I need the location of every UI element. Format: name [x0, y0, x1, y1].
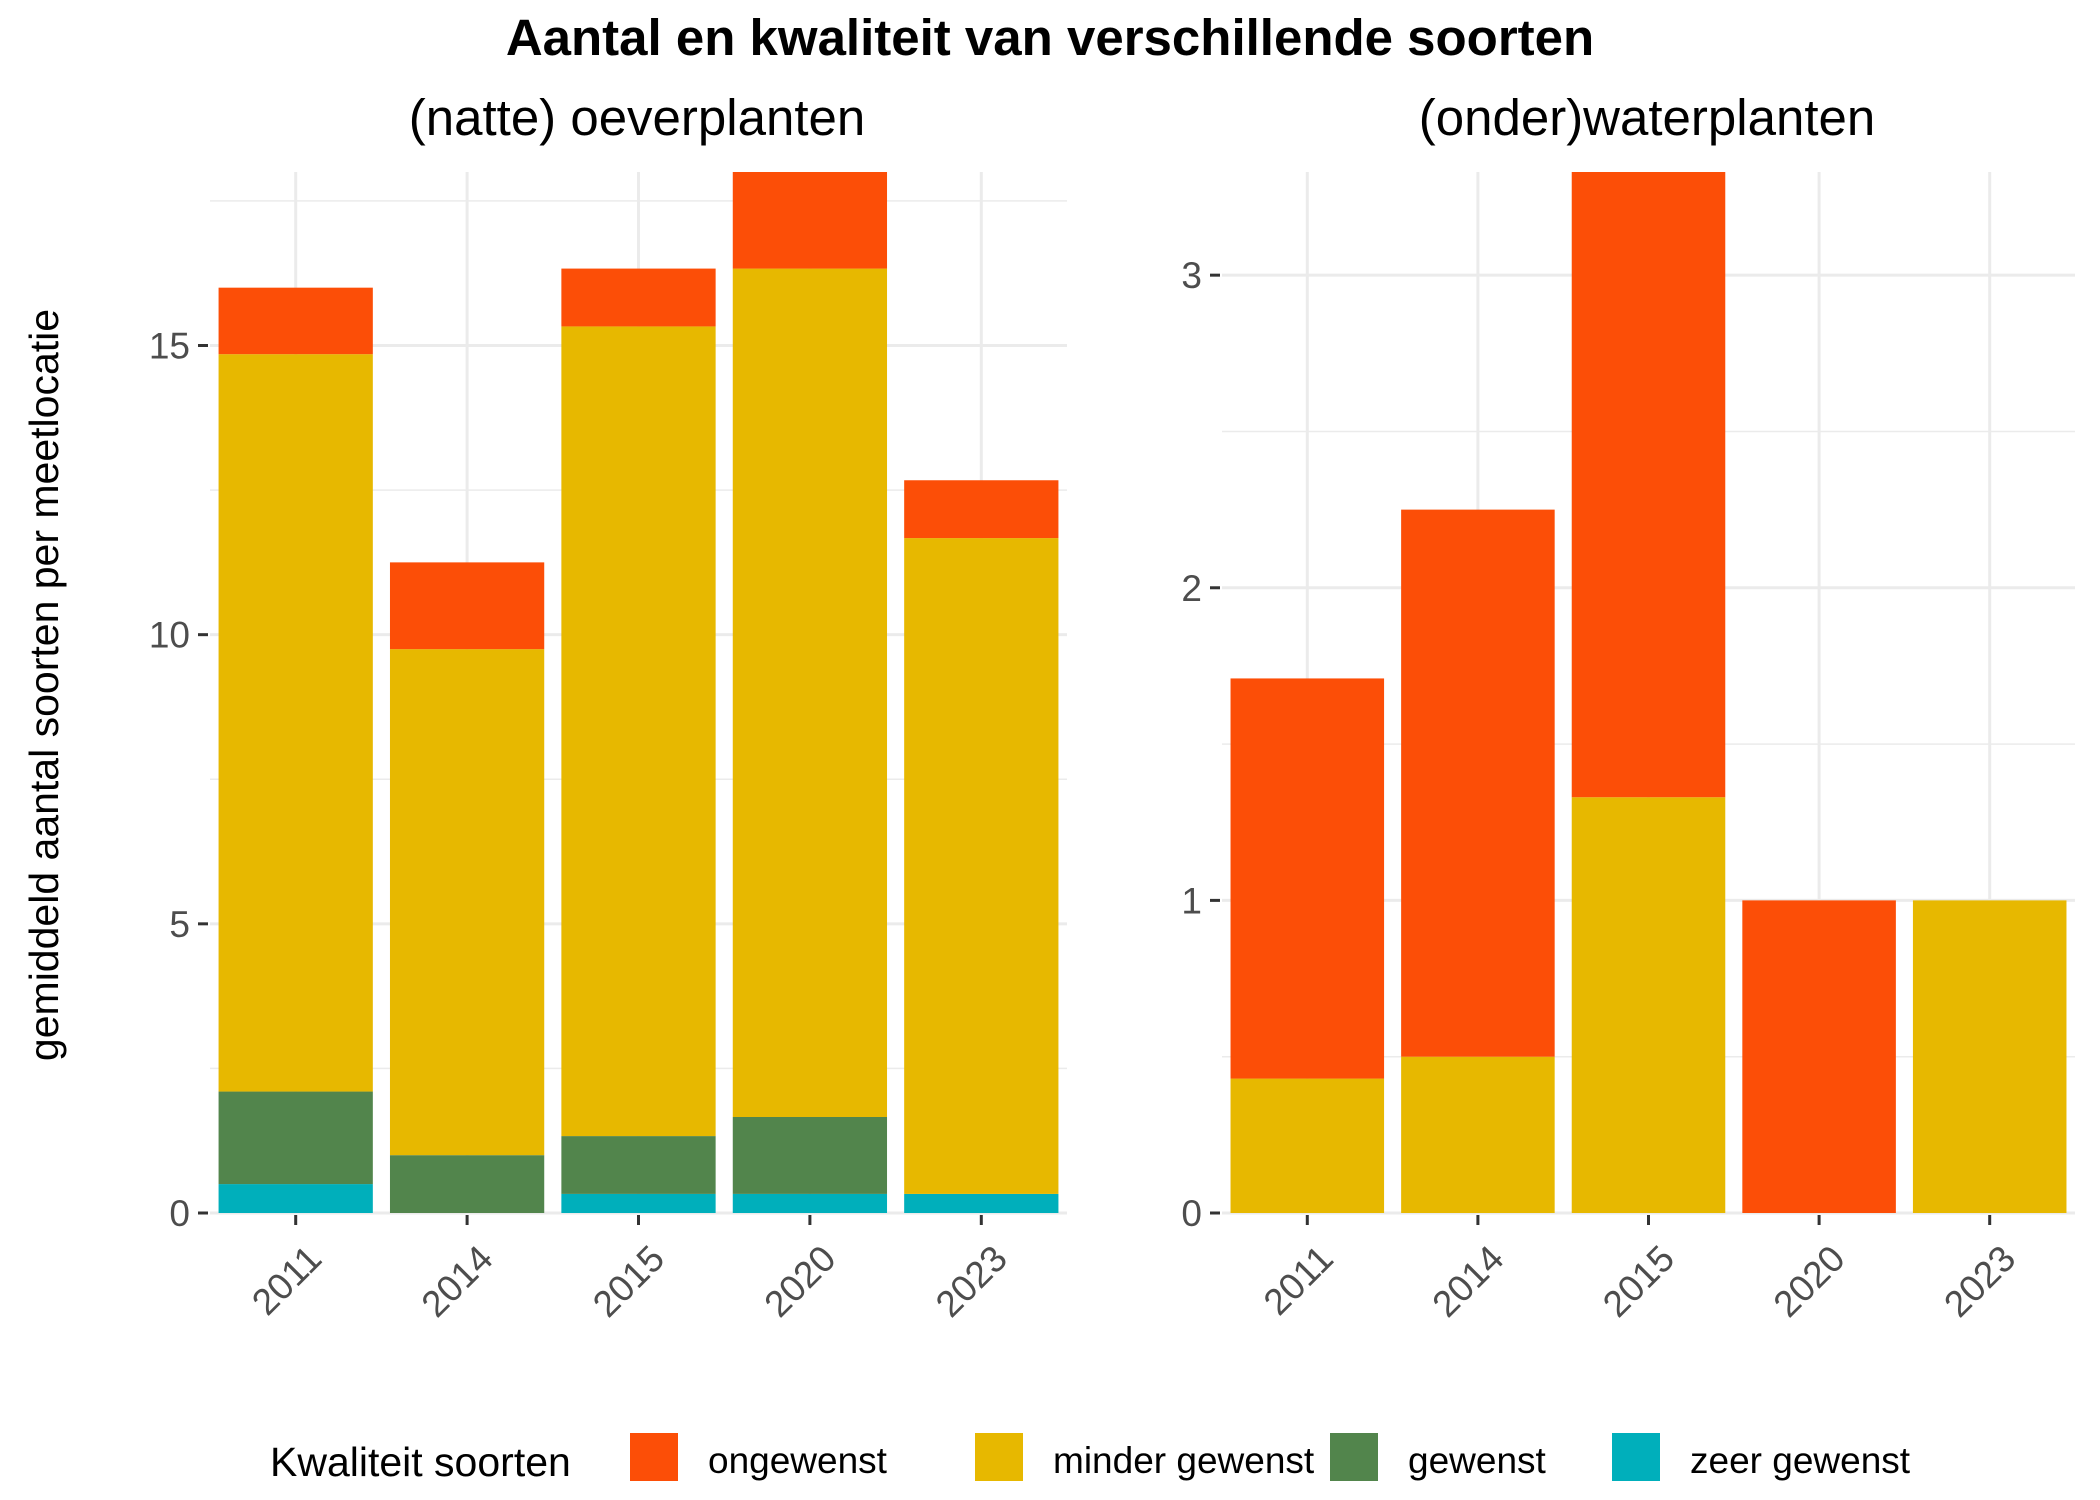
y-tick-label: 10 [149, 615, 190, 656]
x-tick-label: 2023 [928, 1238, 1015, 1325]
panel-waterplanten: (onder)waterplanten 2011 2014 2015 2020 2023… [1181, 89, 2075, 1325]
bar-ongewenst-2015 [561, 268, 716, 327]
bar-gewenst-2020 [732, 1116, 888, 1194]
legend-label-zeer-gewenst: zeer gewenst [1690, 1440, 1911, 1481]
bar-zeer-gewenst-2011 [218, 1184, 373, 1213]
bar-zeer-gewenst-2020 [732, 1193, 888, 1213]
y-tick-label: 5 [169, 904, 190, 945]
panel-subtitle-waterplanten: (onder)waterplanten [1419, 89, 1875, 146]
panel-subtitle-oeverplanten: (natte) oeverplanten [409, 89, 865, 146]
x-tick-label: 2015 [585, 1238, 672, 1325]
bar-gewenst-2015 [561, 1136, 716, 1194]
x-tick-label: 2023 [1936, 1238, 2023, 1325]
bar-ongewenst-2020 [1742, 900, 1896, 1213]
bar-minder-gewenst-2011 [218, 354, 373, 1092]
y-tick-label: 0 [169, 1193, 190, 1234]
bar-minder-gewenst-2014 [389, 649, 545, 1156]
x-tick-label: 2015 [1595, 1238, 1682, 1325]
bar-ongewenst-2020 [732, 172, 888, 269]
bar-ongewenst-2014 [389, 562, 545, 650]
y-axis-label: gemiddeld aantal soorten per meetlocatie [21, 309, 67, 1061]
bar-minder-gewenst-2015 [561, 326, 716, 1137]
y-tick-label: 3 [1181, 255, 1202, 296]
bar-ongewenst-2014 [1401, 509, 1555, 1057]
legend-key-ongewenst [630, 1433, 678, 1481]
bar-minder-gewenst-2023 [904, 538, 1059, 1194]
bar-ongewenst-2011 [218, 287, 373, 355]
y-tick-label: 1 [1181, 880, 1202, 921]
legend-key-zeer-gewenst [1612, 1433, 1660, 1481]
bar-zeer-gewenst-2023 [904, 1193, 1059, 1213]
y-tick-label: 0 [1181, 1193, 1202, 1234]
x-tick-label: 2011 [244, 1238, 329, 1323]
bar-ongewenst-2015 [1571, 172, 1726, 798]
y-tick-label: 15 [149, 326, 190, 367]
x-tick-label: 2014 [414, 1238, 501, 1325]
legend-label-minder-gewenst: minder gewenst [1053, 1440, 1315, 1481]
legend: Kwaliteit soorten ongewenst minder gewens… [270, 1433, 1911, 1485]
x-tick-label: 2020 [1766, 1238, 1853, 1325]
bar-gewenst-2011 [218, 1091, 373, 1185]
x-tick-label: 2020 [756, 1238, 843, 1325]
y-tick-label: 2 [1181, 568, 1202, 609]
x-tick-label: 2011 [1256, 1238, 1341, 1323]
bar-ongewenst-2011 [1230, 678, 1385, 1079]
bar-zeer-gewenst-2015 [561, 1193, 716, 1213]
legend-label-ongewenst: ongewenst [708, 1440, 888, 1481]
bar-minder-gewenst-2023 [1912, 900, 2067, 1213]
legend-label-gewenst: gewenst [1408, 1440, 1547, 1481]
bar-ongewenst-2023 [904, 480, 1059, 539]
bar-minder-gewenst-2011 [1230, 1078, 1385, 1213]
legend-key-minder-gewenst [975, 1433, 1023, 1481]
chart-title: Aantal en kwaliteit van verschillende so… [506, 9, 1594, 66]
panel-oeverplanten: (natte) oeverplanten 2011 2014 2015 2020 202… [149, 89, 1067, 1325]
bar-minder-gewenst-2020 [732, 268, 888, 1117]
bar-gewenst-2014 [389, 1155, 545, 1213]
bar-minder-gewenst-2014 [1401, 1056, 1555, 1213]
bar-minder-gewenst-2015 [1571, 797, 1726, 1213]
x-tick-label: 2014 [1424, 1238, 1511, 1325]
legend-key-gewenst [1330, 1433, 1378, 1481]
legend-title: Kwaliteit soorten [270, 1439, 571, 1485]
